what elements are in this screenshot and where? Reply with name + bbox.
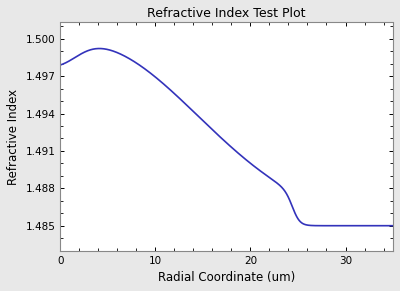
Title: Refractive Index Test Plot: Refractive Index Test Plot	[147, 7, 306, 20]
Y-axis label: Refractive Index: Refractive Index	[7, 88, 20, 184]
X-axis label: Radial Coordinate (um): Radial Coordinate (um)	[158, 271, 295, 284]
